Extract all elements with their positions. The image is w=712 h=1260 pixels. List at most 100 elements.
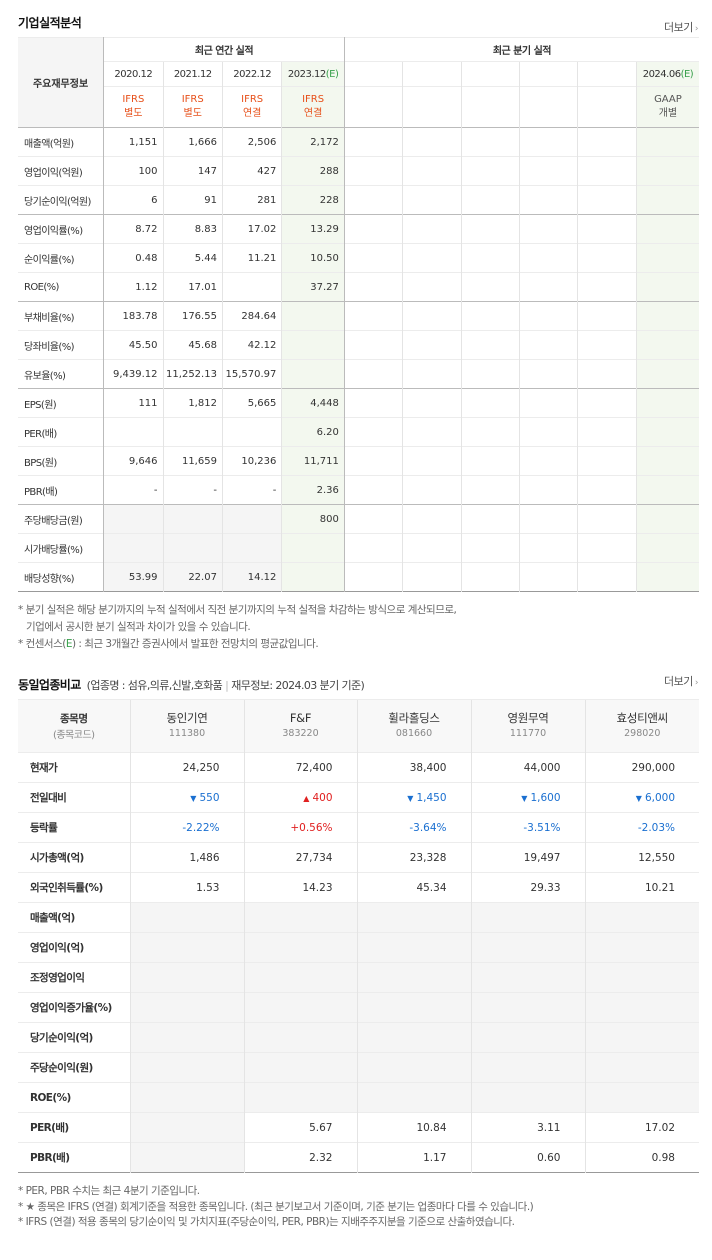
row-label: PBR(배): [18, 475, 105, 505]
row-label: BPS(원): [18, 446, 105, 476]
quarter-value-empty: [402, 185, 462, 215]
quarter-value-empty: [343, 446, 403, 476]
quarter-value-empty: [460, 475, 520, 505]
accounting-standard: IFRS 별도: [103, 86, 164, 128]
quarter-value-empty: [460, 562, 520, 592]
quarter-value-empty: [460, 446, 520, 476]
value-cell: 72,400: [243, 752, 357, 783]
accounting-standard: IFRS 연결: [221, 86, 282, 128]
quarter-header: 최근 분기 실적: [343, 37, 699, 62]
accounting-standard: GAAP 개별: [635, 86, 699, 128]
quarter-value-empty: [577, 301, 637, 331]
value-cell: 15,570.97: [221, 359, 282, 389]
company-code: 383220: [282, 728, 319, 739]
quarter-value-empty: [519, 272, 578, 302]
quarter-value-empty: [635, 533, 699, 563]
company-header[interactable]: 동인기연 111380: [129, 699, 244, 753]
note-consensus: * 컨센서스(E) : 최근 3개월간 증권사에서 발표한 전망치의 평균값입니…: [18, 638, 319, 650]
value-cell: [356, 1052, 471, 1083]
quarter-value-empty: [577, 214, 637, 244]
more-link-performance[interactable]: 더보기 ›: [664, 19, 699, 35]
value-cell: [470, 932, 585, 963]
table-row: ROE(%): [18, 1082, 699, 1113]
row-label: 영업이익(억): [18, 932, 130, 963]
quarter-value-empty: [343, 562, 403, 592]
value-cell: 14.12: [221, 562, 282, 592]
value-cell: [243, 962, 357, 993]
quarter-value-empty: [577, 243, 637, 273]
company-name[interactable]: 휠라홀딩스: [388, 711, 440, 725]
value-cell: [281, 330, 345, 360]
quarter-period-empty: [577, 61, 637, 87]
period-date-text: 2021.12: [173, 68, 212, 80]
standard-type: IFRS: [241, 94, 264, 105]
value-cell: [129, 1022, 244, 1053]
value-cell: [129, 932, 244, 963]
company-code: 298020: [624, 728, 661, 739]
more-link-peers[interactable]: 더보기 ›: [664, 673, 699, 689]
company-header[interactable]: 효성티앤씨 298020: [584, 699, 699, 753]
row-label: 유보율(%): [18, 359, 105, 389]
quarter-value-empty: [577, 156, 637, 186]
company-header[interactable]: F&F 383220: [243, 699, 357, 753]
standard-type: GAAP: [654, 94, 682, 105]
change-value: 6,000: [644, 791, 675, 804]
value-cell: [470, 1052, 585, 1083]
table-row: 영업이익(억): [18, 932, 699, 963]
row-label: 영업이익률(%): [18, 214, 105, 244]
value-cell: 1,666: [162, 127, 223, 157]
quarter-value-empty: [402, 562, 462, 592]
value-cell: 91: [162, 185, 223, 215]
row-label: 전일대비: [18, 782, 130, 813]
standard-scope: 연결: [242, 108, 262, 119]
company-name[interactable]: F&F: [289, 711, 312, 725]
note-line: * ★ 종목은 IFRS (연결) 회계기준을 적용한 종목입니다. (최근 분…: [18, 1200, 534, 1213]
value-cell: 17.02: [221, 214, 282, 244]
row-label: 매출액(억): [18, 902, 130, 933]
value-cell: 183.78: [103, 301, 164, 331]
quarter-value-empty: [343, 156, 403, 186]
value-cell: [281, 562, 345, 592]
quarter-value-empty: [460, 417, 520, 447]
row-header-label: 주요재무정보: [18, 37, 105, 128]
quarter-standard-empty: [519, 86, 578, 128]
row-label: 현재가: [18, 752, 130, 783]
table-row: 현재가 24,250 72,400 38,400 44,000 290,000: [18, 752, 699, 783]
estimate-marker: (E): [680, 68, 694, 80]
quarter-value-empty: [519, 330, 578, 360]
peer-comparison-table: 종목명 (종목코드) 동인기연 111380 F&F 383220 휠라홀딩스 081660…: [18, 699, 699, 1173]
quarter-value-empty: [402, 388, 462, 418]
value-cell: [221, 533, 282, 563]
quarter-value-empty: [460, 533, 520, 563]
company-header[interactable]: 영원무역 111770: [470, 699, 585, 753]
value-cell: 12,550: [584, 842, 699, 873]
table-row: 당기순이익(억): [18, 1022, 699, 1053]
quarter-value-empty: [635, 127, 699, 157]
quarter-value-empty: [635, 359, 699, 389]
quarter-value-empty: [519, 417, 578, 447]
company-name[interactable]: 영원무역: [507, 711, 549, 725]
quarter-value-empty: [460, 388, 520, 418]
table-row: 조정영업이익: [18, 962, 699, 993]
value-cell: 1,812: [162, 388, 223, 418]
section-title-performance: 기업실적분석: [18, 16, 82, 30]
quarter-value-empty: [519, 533, 578, 563]
quarter-value-empty: [577, 127, 637, 157]
value-cell: 19,497: [470, 842, 585, 873]
value-cell: 8.83: [162, 214, 223, 244]
value-cell: 3.11: [470, 1112, 585, 1143]
company-header[interactable]: 휠라홀딩스 081660: [356, 699, 471, 753]
value-cell: 427: [221, 156, 282, 186]
company-name[interactable]: 효성티앤씨: [616, 711, 669, 725]
table-row: 전일대비 ▼ 550 ▲ 400 ▼ 1,450 ▼ 1,600 ▼ 6,000: [18, 782, 699, 813]
change-value: 550: [199, 791, 220, 804]
quarter-value-empty: [519, 475, 578, 505]
row-label: 매출액(억원): [18, 127, 105, 157]
row-label: 부채비율(%): [18, 301, 105, 331]
value-cell: [470, 992, 585, 1023]
company-name[interactable]: 동인기연: [166, 711, 208, 725]
value-cell: [470, 1082, 585, 1113]
quarter-value-empty: [577, 475, 637, 505]
quarter-value-empty: [519, 562, 578, 592]
quarter-value-empty: [460, 301, 520, 331]
